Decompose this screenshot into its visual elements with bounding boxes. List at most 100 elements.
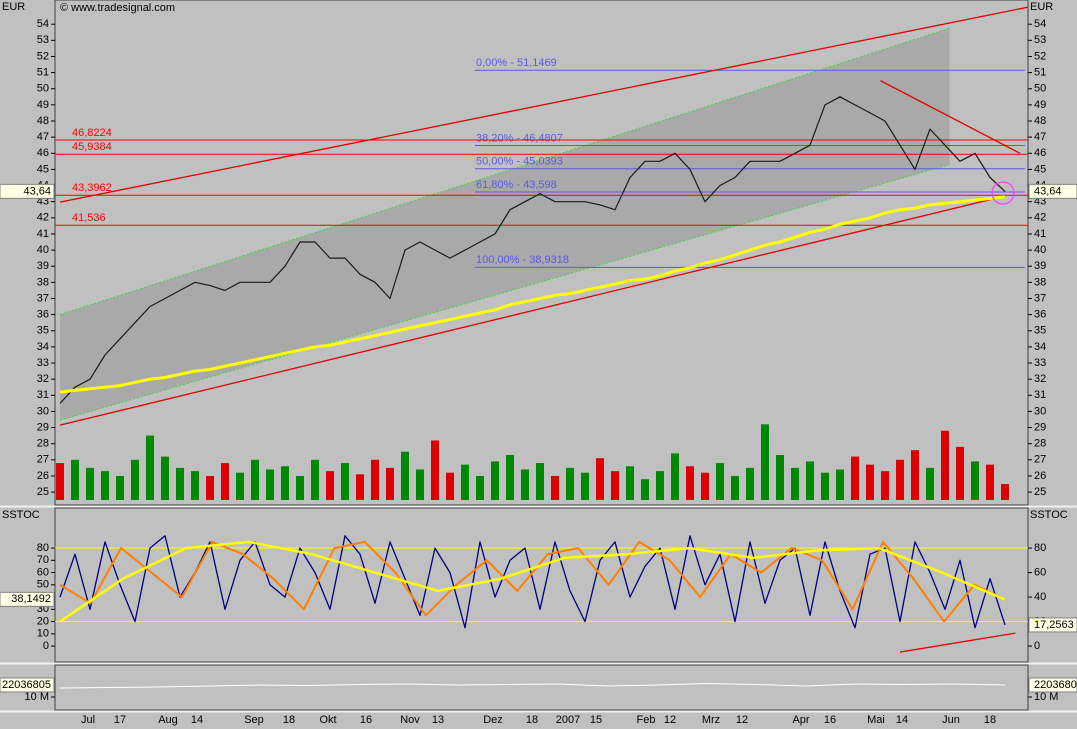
x-tick-label: Feb bbox=[637, 714, 656, 726]
trend-line bbox=[59, 196, 1001, 426]
channel-area bbox=[60, 28, 950, 421]
volume-bar bbox=[686, 466, 694, 500]
volume-bar bbox=[941, 430, 949, 500]
volume-bar bbox=[596, 458, 604, 500]
volume-bar bbox=[656, 471, 664, 500]
panel bbox=[54, 664, 1029, 711]
value-box bbox=[1028, 677, 1077, 693]
axis-label: SSTOC bbox=[2, 509, 40, 521]
y-tick-label: 33 bbox=[1034, 357, 1046, 369]
x-tick-label: 12 bbox=[664, 714, 676, 726]
y-tick-label: 32 bbox=[37, 373, 49, 385]
value-box bbox=[0, 591, 55, 607]
volume-bar bbox=[851, 456, 859, 500]
volume-bar bbox=[86, 467, 94, 500]
trend-line bbox=[899, 632, 1016, 653]
x-tick-label: 14 bbox=[896, 714, 908, 726]
volume-bar bbox=[866, 464, 874, 500]
y-tick-label: 48 bbox=[1034, 115, 1046, 127]
y-tick-label: 28 bbox=[1034, 438, 1046, 450]
y-tick-label: 32 bbox=[1034, 373, 1046, 385]
value-label: 43,64 bbox=[1034, 185, 1062, 197]
axis-label: EUR bbox=[1030, 1, 1053, 13]
y-tick-label: 20 bbox=[37, 615, 49, 627]
volume-bar bbox=[446, 472, 454, 500]
volume-bar bbox=[281, 466, 289, 500]
y-tick-label: 31 bbox=[37, 389, 49, 401]
volume-bar bbox=[476, 475, 484, 500]
fib-label: 100,00% - 38,9318 bbox=[476, 254, 569, 266]
value-box bbox=[1028, 617, 1077, 633]
y-tick-label: 10 M bbox=[25, 691, 49, 703]
y-tick-label: 47 bbox=[1034, 131, 1046, 143]
y-tick-label: 39 bbox=[1034, 260, 1046, 272]
volume-bar bbox=[731, 475, 739, 500]
y-tick-label: 46 bbox=[1034, 147, 1046, 159]
x-tick-label: Mrz bbox=[702, 714, 720, 726]
volume-bar bbox=[266, 469, 274, 500]
y-tick-label: 54 bbox=[1034, 18, 1046, 30]
y-tick-label: 80 bbox=[37, 542, 49, 554]
x-tick-label: 16 bbox=[824, 714, 836, 726]
y-tick-label: 37 bbox=[1034, 292, 1046, 304]
y-tick-label: 0 bbox=[43, 640, 49, 652]
x-tick-label: Okt bbox=[319, 714, 336, 726]
x-tick-label: 2007 bbox=[556, 714, 580, 726]
y-tick-label: 27 bbox=[37, 454, 49, 466]
y-tick-label: 38 bbox=[37, 276, 49, 288]
fib-label: 38,20% - 46,4807 bbox=[476, 132, 563, 144]
series-line bbox=[59, 540, 1006, 623]
y-tick-label: 60 bbox=[37, 566, 49, 578]
value-label: 38,1492 bbox=[11, 593, 51, 605]
y-tick-label: 52 bbox=[1034, 50, 1046, 62]
fib-label: 50,00% - 45,0393 bbox=[476, 156, 563, 168]
y-tick-label: 42 bbox=[1034, 212, 1046, 224]
volume-bar bbox=[836, 469, 844, 500]
volume-bar bbox=[626, 466, 634, 500]
y-tick-label: 40 bbox=[1034, 244, 1046, 256]
y-tick-label: 53 bbox=[1034, 34, 1046, 46]
volume-bar bbox=[251, 459, 259, 500]
volume-bar bbox=[206, 475, 214, 500]
trend-line bbox=[880, 80, 1021, 154]
y-tick-label: 41 bbox=[1034, 228, 1046, 240]
y-tick-label: 60 bbox=[1034, 566, 1046, 578]
y-tick-label: 41 bbox=[37, 228, 49, 240]
volume-bar bbox=[581, 472, 589, 500]
y-tick-label: 49 bbox=[37, 99, 49, 111]
x-tick-label: 13 bbox=[432, 714, 444, 726]
value-label: 2203680 bbox=[1034, 679, 1077, 691]
y-tick-label: 48 bbox=[37, 115, 49, 127]
horizontal-line-label: 46,8224 bbox=[72, 127, 112, 139]
annotation-circle bbox=[991, 181, 1015, 205]
y-tick-label: 54 bbox=[37, 18, 49, 30]
y-tick-label: 53 bbox=[37, 34, 49, 46]
series-line bbox=[59, 535, 1006, 629]
y-tick-label: 10 M bbox=[1034, 691, 1058, 703]
volume-bar bbox=[791, 467, 799, 500]
volume-bar bbox=[296, 475, 304, 500]
volume-bar bbox=[521, 469, 529, 500]
value-label: 22036805 bbox=[2, 679, 51, 691]
volume-bar bbox=[236, 472, 244, 500]
y-tick-label: 26 bbox=[37, 470, 49, 482]
volume-bar bbox=[746, 467, 754, 500]
volume-bar bbox=[131, 459, 139, 500]
y-tick-label: 35 bbox=[1034, 325, 1046, 337]
y-tick-label: 51 bbox=[37, 67, 49, 79]
value-label: 17,2563 bbox=[1034, 619, 1074, 631]
y-tick-label: 36 bbox=[1034, 309, 1046, 321]
volume-bar bbox=[191, 471, 199, 500]
y-tick-label: 80 bbox=[1034, 542, 1046, 554]
y-tick-label: 35 bbox=[37, 325, 49, 337]
volume-bar bbox=[1001, 484, 1009, 500]
y-tick-label: 50 bbox=[1034, 83, 1046, 95]
volume-bar bbox=[611, 471, 619, 500]
volume-bar bbox=[911, 450, 919, 500]
volume-bar bbox=[776, 454, 784, 500]
volume-bar bbox=[551, 475, 559, 500]
y-tick-label: 38 bbox=[1034, 276, 1046, 288]
volume-bar bbox=[506, 454, 514, 500]
y-tick-label: 29 bbox=[37, 421, 49, 433]
y-tick-label: 36 bbox=[37, 309, 49, 321]
